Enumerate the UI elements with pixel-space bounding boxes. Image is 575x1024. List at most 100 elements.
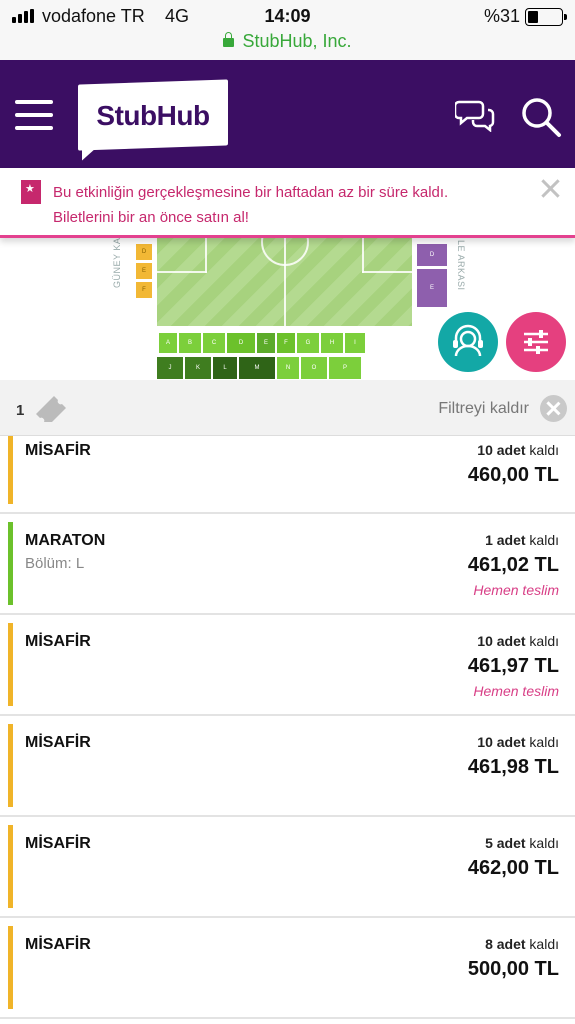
filter-bar: 1 Filtreyi kaldır xyxy=(0,380,575,436)
remaining-qty: 5 adet xyxy=(485,835,526,851)
ticket-icon xyxy=(36,396,66,422)
seat-block-m-lower[interactable]: M xyxy=(239,357,275,379)
chat-icon[interactable] xyxy=(455,98,495,132)
remaining-qty: 10 adet xyxy=(477,442,526,458)
seat-block-a-upper[interactable]: A xyxy=(159,333,177,353)
listing-section: Bölüm: L xyxy=(25,555,85,572)
seat-block-i-upper[interactable]: I xyxy=(345,333,365,353)
seat-block-c-upper[interactable]: C xyxy=(203,333,225,353)
alert-message: Bu etkinliğin gerçekleşmesine bir haftad… xyxy=(53,184,449,226)
listing-zone-name: MİSAFİR xyxy=(25,936,91,953)
status-bar: vodafone TR 4G 14:09 %31 StubHub, Inc. xyxy=(0,0,575,60)
football-pitch xyxy=(157,238,412,326)
network-type: 4G xyxy=(165,6,190,26)
listing-price: 461,02 TL xyxy=(467,554,559,576)
seat-block-h-upper[interactable]: H xyxy=(321,333,343,353)
address-bar[interactable]: StubHub, Inc. xyxy=(0,31,575,52)
remaining-suffix: kaldı xyxy=(529,734,559,750)
remaining-count: 1 adet kaldı xyxy=(485,532,559,548)
seat-block-f-upper[interactable]: F xyxy=(277,333,295,353)
seat-block-k-lower[interactable]: K xyxy=(185,357,211,379)
site-url: StubHub, Inc. xyxy=(242,31,352,51)
ticket-star-icon xyxy=(21,180,41,204)
seat-block-n-lower[interactable]: N xyxy=(277,357,299,379)
remaining-suffix: kaldı xyxy=(529,835,559,851)
remaining-suffix: kaldı xyxy=(529,936,559,952)
menu-icon[interactable] xyxy=(15,100,53,130)
zone-color-bar xyxy=(8,825,13,908)
remaining-count: 10 adet kaldı xyxy=(477,442,559,458)
app-header: StubHub xyxy=(0,60,575,168)
lock-icon xyxy=(223,32,235,47)
listing-price: 462,00 TL xyxy=(467,857,559,879)
listing-row[interactable]: MİSAFİR 10 adet kaldı 461,98 TL xyxy=(0,716,575,817)
listing-zone-name: MİSAFİR xyxy=(25,633,91,650)
remaining-count: 5 adet kaldı xyxy=(485,835,559,851)
listing-row[interactable]: MİSAFİR 10 adet kaldı 461,97 TL Hemen te… xyxy=(0,615,575,716)
seat-block-d-upper[interactable]: D xyxy=(227,333,255,353)
listing-price: 461,97 TL xyxy=(467,655,559,677)
seat-block-j-lower[interactable]: J xyxy=(157,357,183,379)
remaining-count: 10 adet kaldı xyxy=(477,633,559,649)
left-block-e[interactable]: E xyxy=(136,263,152,279)
seat-block-p-lower[interactable]: P xyxy=(329,357,361,379)
battery-percent: %31 xyxy=(484,6,521,26)
listing-row[interactable]: MİSAFİR 8 adet kaldı 500,00 TL xyxy=(0,918,575,1019)
seat-block-o-lower[interactable]: O xyxy=(301,357,327,379)
listing-zone-name: MARATON xyxy=(25,532,106,549)
map-label-right: LE ARKASI xyxy=(456,240,466,291)
ticket-listings: MİSAFİR 10 adet kaldı 460,00 TL MARATON … xyxy=(0,436,575,1019)
ticket-quantity[interactable]: 1 xyxy=(16,402,25,419)
right-block-e[interactable]: E xyxy=(417,269,447,307)
clear-filter-label[interactable]: Filtreyi kaldır xyxy=(438,400,529,417)
zone-color-bar xyxy=(8,522,13,605)
clock: 14:09 xyxy=(264,6,311,26)
remaining-suffix: kaldı xyxy=(529,532,559,548)
left-block-d[interactable]: D xyxy=(136,244,152,260)
listing-row[interactable]: MİSAFİR 5 adet kaldı 462,00 TL xyxy=(0,817,575,918)
remaining-qty: 10 adet xyxy=(477,633,526,649)
support-button[interactable] xyxy=(438,312,498,372)
listing-row[interactable]: MİSAFİR 10 adet kaldı 460,00 TL xyxy=(0,436,575,514)
listing-row[interactable]: MARATON Bölüm: L 1 adet kaldı 461,02 TL … xyxy=(0,514,575,615)
listing-price: 460,00 TL xyxy=(467,464,559,486)
remaining-count: 8 adet kaldı xyxy=(485,936,559,952)
status-row: vodafone TR 4G 14:09 %31 xyxy=(0,5,575,27)
zone-color-bar xyxy=(8,623,13,706)
listing-zone-name: MİSAFİR xyxy=(25,734,91,751)
seat-block-b-upper[interactable]: B xyxy=(179,333,201,353)
clear-filter-icon[interactable] xyxy=(540,395,567,422)
stubhub-logo[interactable]: StubHub xyxy=(78,79,228,151)
remaining-qty: 8 adet xyxy=(485,936,526,952)
zone-color-bar xyxy=(8,926,13,1009)
listing-zone-name: MİSAFİR xyxy=(25,442,91,459)
instant-delivery-label: Hemen teslim xyxy=(473,683,559,699)
urgency-alert: Bu etkinliğin gerçekleşmesine bir haftad… xyxy=(0,168,575,238)
headset-icon xyxy=(453,324,483,357)
remaining-count: 10 adet kaldı xyxy=(477,734,559,750)
close-icon[interactable] xyxy=(540,178,560,198)
zone-color-bar xyxy=(8,724,13,807)
listing-price: 500,00 TL xyxy=(467,958,559,980)
remaining-suffix: kaldı xyxy=(529,442,559,458)
remaining-qty: 10 adet xyxy=(477,734,526,750)
sliders-icon xyxy=(524,330,548,354)
right-block-d[interactable]: D xyxy=(417,244,447,266)
seat-block-g-upper[interactable]: G xyxy=(297,333,319,353)
instant-delivery-label: Hemen teslim xyxy=(473,582,559,598)
map-label-left: GÜNEY KA xyxy=(112,238,122,288)
remaining-suffix: kaldı xyxy=(529,633,559,649)
logo-text: StubHub xyxy=(96,100,210,131)
filter-button[interactable] xyxy=(506,312,566,372)
zone-color-bar xyxy=(8,436,13,504)
left-block-f[interactable]: F xyxy=(136,282,152,298)
listing-zone-name: MİSAFİR xyxy=(25,835,91,852)
carrier-name: vodafone TR xyxy=(42,6,145,26)
search-icon[interactable] xyxy=(520,96,562,138)
battery-icon xyxy=(525,8,567,26)
seat-block-e-upper[interactable]: E xyxy=(257,333,275,353)
remaining-qty: 1 adet xyxy=(485,532,526,548)
seat-block-l-lower[interactable]: L xyxy=(213,357,237,379)
listing-price: 461,98 TL xyxy=(467,756,559,778)
